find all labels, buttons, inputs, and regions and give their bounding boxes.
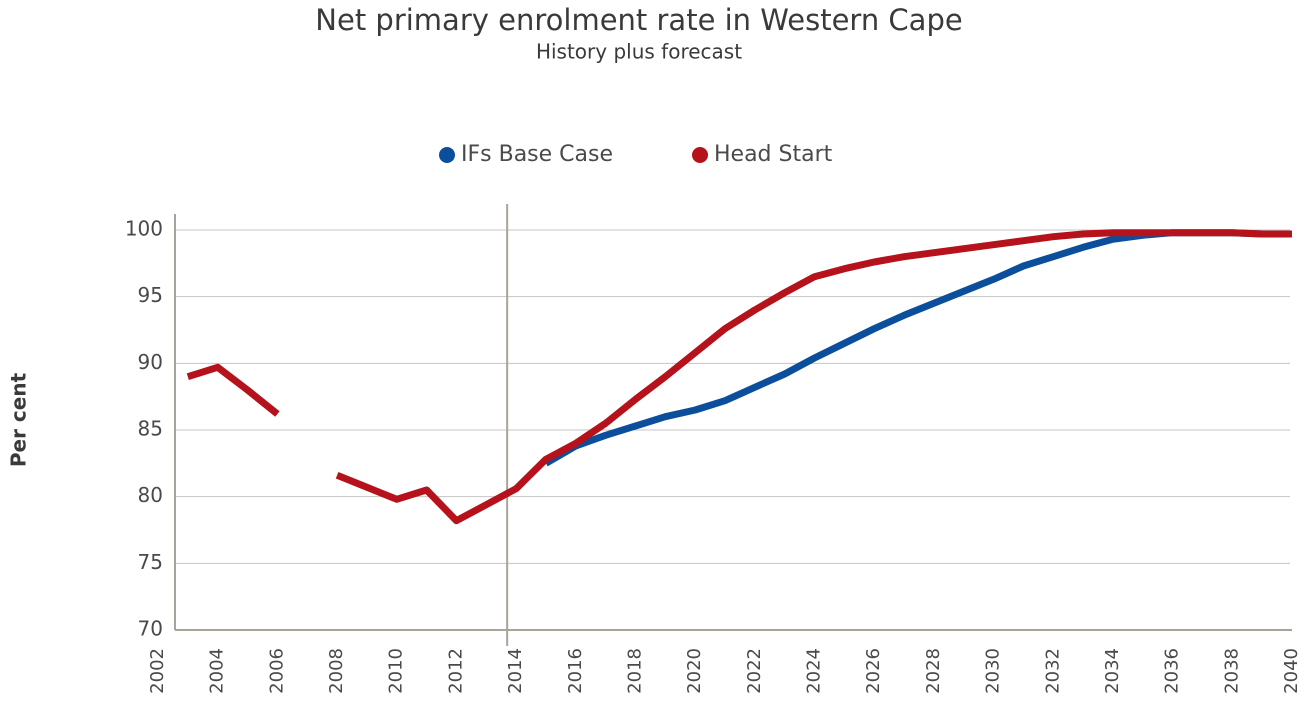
legend-marker <box>439 147 455 163</box>
series-line <box>544 229 1292 467</box>
chart-title: Net primary enrolment rate in Western Ca… <box>315 3 962 37</box>
y-axis-label: Per cent <box>7 372 31 467</box>
x-tick-label: 2006 <box>266 648 287 694</box>
y-tick-label: 85 <box>138 417 163 441</box>
x-tick-label: 2008 <box>326 648 347 694</box>
legend-marker <box>692 147 708 163</box>
x-tick-label: 2036 <box>1162 648 1183 694</box>
x-tick-label: 2002 <box>147 648 168 694</box>
x-tick-label: 2010 <box>386 648 407 694</box>
x-tick-label: 2024 <box>804 648 825 694</box>
x-tick-label: 2012 <box>445 648 466 694</box>
y-tick-label: 95 <box>138 283 163 307</box>
legend-label: Head Start <box>714 142 833 167</box>
x-tick-label: 2022 <box>744 648 765 694</box>
x-tick-label: 2018 <box>624 648 645 694</box>
x-tick-label: 2032 <box>1042 648 1063 694</box>
y-tick-label: 70 <box>138 617 163 641</box>
x-tick-label: 2004 <box>207 648 228 694</box>
x-tick-label: 2026 <box>863 648 884 694</box>
y-tick-label: 100 <box>125 217 163 241</box>
x-tick-label: 2034 <box>1102 648 1123 694</box>
y-tick-label: 80 <box>138 483 163 507</box>
y-tick-label: 75 <box>138 550 163 574</box>
chart-subtitle: History plus forecast <box>536 40 742 64</box>
x-tick-label: 2030 <box>983 648 1004 694</box>
x-tick-label: 2040 <box>1281 648 1302 694</box>
x-tick-label: 2014 <box>505 648 526 694</box>
series-line <box>186 229 1292 525</box>
x-tick-label: 2028 <box>923 648 944 694</box>
legend-label: IFs Base Case <box>461 142 613 167</box>
x-tick-label: 2038 <box>1221 648 1242 694</box>
x-tick-label: 2020 <box>684 648 705 694</box>
x-tick-label: 2016 <box>565 648 586 694</box>
y-tick-label: 90 <box>138 350 163 374</box>
